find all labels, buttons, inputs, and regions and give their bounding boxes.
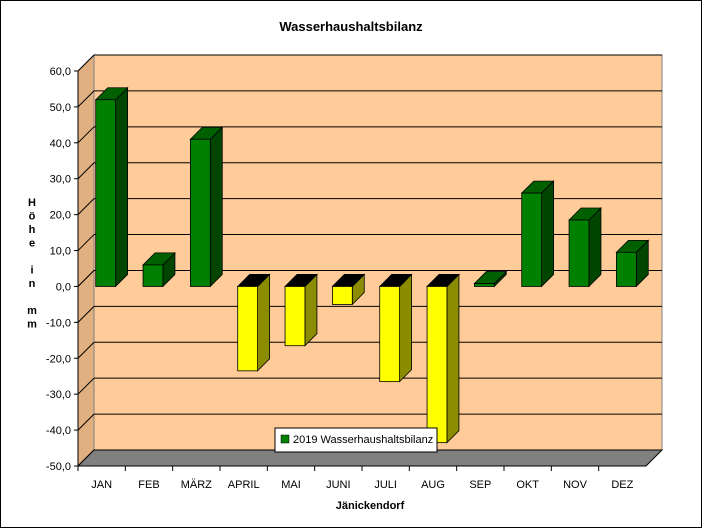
y-tick-label: -50,0 bbox=[46, 461, 71, 473]
bar-front bbox=[143, 265, 163, 287]
bar-front bbox=[380, 286, 400, 381]
y-tick-label: 40,0 bbox=[50, 138, 71, 150]
y-tick-label: 30,0 bbox=[50, 174, 71, 186]
bar-april bbox=[238, 274, 270, 370]
bar-side bbox=[589, 208, 601, 286]
y-tick-label: 0,0 bbox=[56, 281, 71, 293]
x-tick-label: JULI bbox=[374, 479, 397, 491]
y-tick-label: 10,0 bbox=[50, 246, 71, 258]
legend-label: 2019 Wasserhaushaltsbilanz bbox=[293, 434, 433, 446]
bar-side bbox=[210, 127, 222, 286]
bar-aug bbox=[427, 274, 459, 442]
bar-nov bbox=[569, 208, 601, 286]
y-tick-label: 20,0 bbox=[50, 210, 71, 222]
y-tick-label: -30,0 bbox=[46, 389, 71, 401]
y-axis-title-char: i bbox=[30, 265, 33, 277]
y-axis-title-char: H bbox=[28, 197, 36, 209]
plot-side-wall bbox=[78, 55, 94, 466]
bar-side bbox=[258, 274, 270, 370]
bar-front bbox=[238, 286, 258, 370]
bar-jan bbox=[96, 88, 128, 287]
bar-front bbox=[474, 284, 494, 287]
bar-side bbox=[400, 274, 412, 381]
x-tick-label: FEB bbox=[138, 479, 159, 491]
x-tick-label: JAN bbox=[91, 479, 112, 491]
x-tick-label: APRIL bbox=[228, 479, 260, 491]
bar-front bbox=[427, 286, 447, 442]
bar-märz bbox=[190, 127, 222, 286]
y-tick-label: 60,0 bbox=[50, 66, 71, 78]
y-tick-label: -20,0 bbox=[46, 353, 71, 365]
y-axis-title-char: m bbox=[27, 305, 37, 317]
bar-side bbox=[447, 274, 459, 442]
x-tick-label: JUNI bbox=[326, 479, 350, 491]
bar-front bbox=[190, 139, 210, 286]
x-tick-label: MÄRZ bbox=[181, 479, 212, 491]
x-axis-title: Jänickendorf bbox=[336, 500, 405, 512]
x-tick-label: NOV bbox=[563, 479, 588, 491]
x-tick-label: SEP bbox=[469, 479, 491, 491]
chart-title: Wasserhaushaltsbilanz bbox=[279, 19, 423, 34]
legend-swatch bbox=[281, 435, 289, 443]
bar-side bbox=[542, 181, 554, 286]
bar-dez bbox=[616, 240, 648, 286]
bar-front bbox=[569, 220, 589, 286]
y-axis-title-char: m bbox=[27, 319, 37, 331]
y-tick-label: 50,0 bbox=[50, 102, 71, 114]
x-tick-label: DEZ bbox=[611, 479, 633, 491]
y-tick-label: -10,0 bbox=[46, 317, 71, 329]
y-tick-label: -40,0 bbox=[46, 425, 71, 437]
bar-front bbox=[96, 100, 116, 287]
bar-front bbox=[332, 286, 352, 304]
y-axis-title-char: e bbox=[29, 238, 35, 250]
x-tick-label: MAI bbox=[281, 479, 301, 491]
bar-okt bbox=[522, 181, 554, 286]
x-tick-label: OKT bbox=[516, 479, 539, 491]
legend: 2019 Wasserhaushaltsbilanz bbox=[275, 428, 437, 452]
y-axis-title-char: n bbox=[29, 278, 36, 290]
bar-juli bbox=[380, 274, 412, 381]
plot-area bbox=[78, 55, 662, 466]
bar-front bbox=[522, 193, 542, 286]
bar-front bbox=[616, 252, 636, 286]
bar-side bbox=[116, 88, 128, 287]
bar-front bbox=[285, 286, 305, 345]
bar-mai bbox=[285, 274, 317, 345]
x-tick-label: AUG bbox=[421, 479, 445, 491]
y-axis-title-char: h bbox=[29, 224, 36, 236]
y-axis-title-char: ö bbox=[29, 211, 36, 223]
